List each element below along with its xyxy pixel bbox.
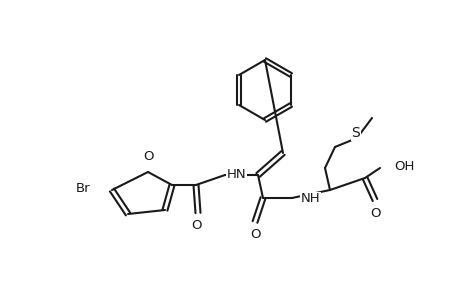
- Text: O: O: [250, 228, 261, 241]
- Text: O: O: [370, 207, 381, 220]
- Text: O: O: [191, 219, 202, 232]
- Text: HN: HN: [226, 167, 246, 181]
- Text: S: S: [351, 126, 359, 140]
- Text: NH: NH: [300, 193, 320, 206]
- Text: O: O: [143, 150, 154, 163]
- Text: Br: Br: [75, 182, 90, 194]
- Text: OH: OH: [393, 160, 414, 172]
